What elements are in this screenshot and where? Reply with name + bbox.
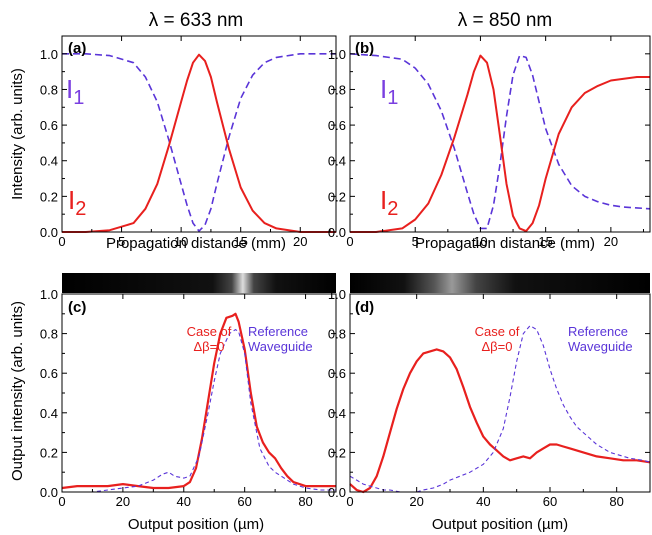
y-tick-label: 1.0 (328, 47, 346, 62)
curve-label-letter: I (66, 74, 73, 104)
y-tick-label: 0.4 (328, 154, 346, 169)
camera-image-strip (350, 273, 650, 293)
annotation-line: Waveguide (568, 339, 633, 354)
annotation-line: Reference (248, 324, 308, 339)
plot-layer: 0 5 10 15 200.00.20.40.60.81.0 (a)λ = 633 nmP… (9, 10, 651, 533)
plot-frame (349, 35, 651, 233)
x-tick-label: 5 (412, 234, 419, 249)
camera-image-strip (62, 273, 336, 293)
series-line-dashed (349, 53, 651, 230)
curve-label-1: I1 (380, 74, 398, 109)
y-tick-label: 1.0 (40, 287, 58, 302)
y-tick-label: 0.8 (328, 82, 346, 97)
panel-label: (b) (355, 40, 374, 57)
curve-label-2: I2 (380, 185, 398, 220)
curve-label-subscript: 2 (75, 198, 86, 220)
x-tick-label: 0 (346, 234, 353, 249)
panel-label: (a) (68, 40, 86, 57)
x-tick-label: 60 (237, 494, 251, 509)
x-tick-label: 10 (174, 234, 188, 249)
x-axis-label: Output position (µm) (432, 516, 568, 533)
x-tick-label: 10 (473, 234, 487, 249)
curve-label-subscript: 2 (387, 198, 398, 220)
panel-b: 0 5 10 15 20 0.0 0.2 0.4 0.6 0.8 1.0 (b) λ = 850 nm P… (328, 10, 651, 252)
panel-a: 0 5 10 15 20 0.0 0.2 0.4 0.6 0.8 1.0 (a) λ = 633 nm P… (9, 10, 337, 252)
x-tick-label: 20 (409, 494, 423, 509)
y-tick-label: 0.2 (328, 445, 346, 460)
x-tick-label: 40 (177, 494, 191, 509)
series-line-solid (61, 312, 336, 490)
x-tick-label: 0 (346, 494, 353, 509)
x-tick-label: 80 (298, 494, 312, 509)
curve-label-letter: I (380, 185, 387, 215)
y-tick-label: 0.2 (328, 189, 346, 204)
y-tick-label: 0.6 (40, 118, 58, 133)
panel-label: (c) (68, 299, 86, 316)
x-tick-label: 15 (538, 234, 552, 249)
y-tick-label: 0.6 (40, 366, 58, 381)
y-tick-label: 0.4 (328, 406, 346, 421)
annotation-line: Waveguide (248, 339, 313, 354)
x-tick-label: 5 (118, 234, 125, 249)
y-tick-label: 0.4 (40, 406, 58, 421)
column-title: λ = 633 nm (149, 10, 244, 31)
y-tick-label: 0.8 (328, 327, 346, 342)
series-line-solid (62, 53, 336, 233)
x-axis-label: Output position (µm) (128, 516, 264, 533)
panel-c: 0 20 40 60 80 0.0 0.2 0.4 0.6 0.8 1.0 (c) Output pos… (9, 273, 337, 533)
series-line-solid (350, 54, 650, 233)
series-line-dashed (62, 329, 336, 493)
annotation-line: Δβ=0 (194, 339, 225, 354)
y-axis-label: Output intensity (arb. units) (9, 301, 26, 481)
series-group (349, 325, 651, 494)
series-line-dashed (349, 325, 651, 493)
x-tick-label: 20 (604, 234, 618, 249)
series-group (62, 52, 336, 233)
annotation-line: Δβ=0 (482, 339, 513, 354)
series-line-dashed (62, 52, 336, 232)
y-tick-label: 0.8 (40, 327, 58, 342)
y-tick-label: 1.0 (40, 47, 58, 62)
annotation-line: Case of (475, 324, 520, 339)
y-tick-label: 0.0 (328, 225, 346, 240)
x-tick-label: 40 (476, 494, 490, 509)
series-line-solid (349, 348, 651, 494)
plot-frame (61, 35, 337, 233)
panel-label: (d) (355, 299, 374, 316)
y-axis-label: Intensity (arb. units) (9, 68, 26, 200)
x-tick-label: 60 (543, 494, 557, 509)
curve-label-subscript: 1 (387, 87, 398, 109)
y-tick-label: 0.6 (328, 118, 346, 133)
column-title: λ = 850 nm (458, 10, 553, 31)
y-tick-label: 0.2 (40, 445, 58, 460)
x-tick-label: 20 (293, 234, 307, 249)
y-tick-label: 0.0 (40, 485, 58, 500)
x-axis-label: Propagation distance (mm) (106, 235, 286, 252)
curve-label-letter: I (380, 74, 387, 104)
series-group (61, 312, 336, 493)
x-tick-label: 80 (609, 494, 623, 509)
y-tick-label: 0.8 (40, 82, 58, 97)
annotation-line: Case of (187, 324, 232, 339)
y-tick-label: 0.0 (40, 225, 58, 240)
curve-label-letter: I (68, 185, 75, 215)
panel-d: 0 20 40 60 80 0.0 0.2 0.4 0.6 0.8 1.0 (d) Output pos… (328, 273, 651, 533)
y-tick-label: 0.0 (328, 485, 346, 500)
curve-label-1: I1 (66, 74, 84, 109)
curve-label-2: I2 (68, 185, 86, 220)
series-group (349, 53, 651, 233)
x-tick-label: 0 (58, 494, 65, 509)
curve-label-subscript: 1 (73, 87, 84, 109)
y-tick-label: 0.2 (40, 189, 58, 204)
x-tick-label: 0 (58, 234, 65, 249)
x-tick-label: 15 (233, 234, 247, 249)
x-tick-label: 20 (116, 494, 130, 509)
annotation-line: Reference (568, 324, 628, 339)
y-tick-label: 1.0 (328, 287, 346, 302)
y-tick-label: 0.6 (328, 366, 346, 381)
y-tick-label: 0.4 (40, 154, 58, 169)
x-axis-label: Propagation distance (mm) (415, 235, 595, 252)
